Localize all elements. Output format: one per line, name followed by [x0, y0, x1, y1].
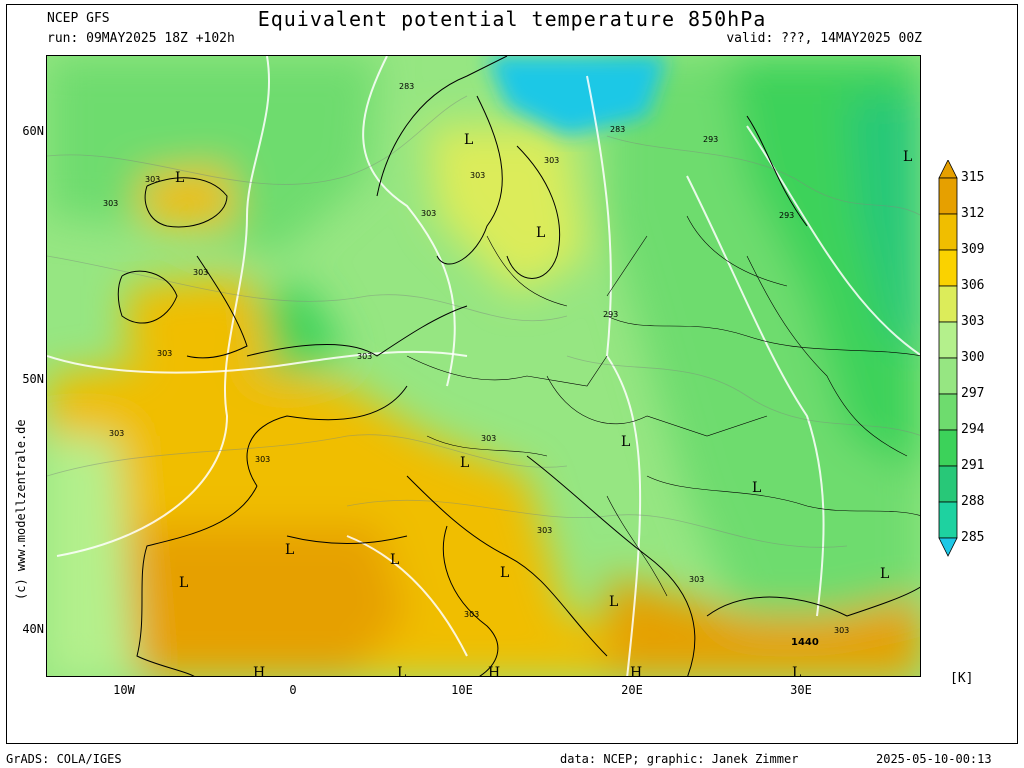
cold-pool: [487, 56, 667, 136]
contour-label: 303: [421, 209, 436, 218]
figure-frame: [6, 4, 1018, 744]
pressure-symbol: L: [536, 225, 545, 241]
contour-label: 303: [481, 434, 496, 443]
map-title: Equivalent potential temperature 850hPa: [257, 7, 767, 31]
pressure-symbol: L: [792, 665, 801, 677]
lat-label-50n: 50N: [22, 372, 44, 386]
colorbar-boxes: [938, 160, 958, 557]
colorbar: [938, 160, 958, 557]
contour-label: 303: [357, 352, 372, 361]
pressure-symbol: L: [903, 149, 912, 165]
geopotential-contours: [47, 56, 920, 676]
model-name: NCEP GFS: [47, 11, 110, 26]
pressure-symbol: H: [488, 665, 500, 677]
valid-time: valid: ???, 14MAY2025 00Z: [726, 31, 922, 46]
colorbar-box: [938, 429, 958, 467]
contour-label: 283: [399, 82, 414, 91]
colorbar-level: 285: [961, 530, 985, 545]
pressure-symbol: L: [175, 170, 184, 186]
lon-label-10w: 10W: [113, 683, 135, 697]
pressure-symbol: H: [253, 665, 265, 677]
colorbar-box: [938, 285, 958, 323]
colorbar-unit: [K]: [950, 671, 974, 686]
contour-label: 1440: [791, 637, 819, 648]
pressure-symbol: L: [397, 665, 406, 677]
contour-label: 303: [544, 156, 559, 165]
colorbar-level: 288: [961, 494, 985, 509]
colorbar-level: 312: [961, 206, 985, 221]
contour-label: 303: [470, 171, 485, 180]
contour-label: 303: [464, 610, 479, 619]
lon-label-20e: 20E: [621, 683, 643, 697]
footer-timestamp: 2025-05-10-00:13: [876, 752, 992, 766]
contour-label: 293: [779, 211, 794, 220]
pressure-symbol: L: [621, 434, 630, 450]
colorbar-level: 306: [961, 278, 985, 293]
colorbar-level: 291: [961, 458, 985, 473]
thetae-isolines: [47, 95, 920, 548]
credit-text: (c) www.modellzentrale.de: [14, 419, 28, 600]
pressure-symbol: L: [390, 552, 399, 568]
lat-label-40n: 40N: [22, 622, 44, 636]
coastlines: [117, 56, 920, 676]
contour-label: 293: [703, 135, 718, 144]
pressure-symbol: L: [464, 132, 473, 148]
colorbar-level: 309: [961, 242, 985, 257]
footer-credit: data: NCEP; graphic: Janek Zimmer: [560, 752, 799, 766]
colorbar-top-arrow: [938, 160, 958, 179]
colorbar-box: [938, 177, 958, 215]
contour-label: 303: [193, 268, 208, 277]
run-info: run: 09MAY2025 18Z +102h: [47, 31, 235, 46]
pressure-symbol: L: [179, 575, 188, 591]
lat-label-60n: 60N: [22, 124, 44, 138]
contour-label: 303: [834, 626, 849, 635]
temperature-field: [47, 56, 920, 676]
pressure-symbol: L: [880, 566, 889, 582]
colorbar-box: [938, 249, 958, 287]
colorbar-box: [938, 357, 958, 395]
pressure-symbol: L: [500, 565, 509, 581]
colorbar-level: 297: [961, 386, 985, 401]
pressure-symbol: L: [752, 480, 761, 496]
footer-software: GrADS: COLA/IGES: [6, 752, 122, 766]
contour-label: 303: [689, 575, 704, 584]
colorbar-bottom-arrow: [938, 537, 958, 557]
map-panel: L L L L L L L L L L L L L L L H H H 283 …: [46, 55, 921, 677]
pressure-symbol: L: [460, 455, 469, 471]
contour-label: 303: [103, 199, 118, 208]
contour-label: 303: [145, 175, 160, 184]
pressure-symbol: L: [609, 594, 618, 610]
colorbar-box: [938, 393, 958, 431]
pressure-symbol: H: [630, 665, 642, 677]
country-borders: [406, 215, 920, 597]
contour-label: 303: [157, 349, 172, 358]
colorbar-level: 300: [961, 350, 985, 365]
colorbar-level: 294: [961, 422, 985, 437]
lon-label-30e: 30E: [790, 683, 812, 697]
contour-label: 303: [537, 526, 552, 535]
colorbar-box: [938, 465, 958, 503]
lon-label-0: 0: [289, 683, 297, 697]
contour-label: 303: [109, 429, 124, 438]
colorbar-box: [938, 321, 958, 359]
colorbar-box: [938, 501, 958, 539]
contour-label: 303: [255, 455, 270, 464]
colorbar-level: 315: [961, 170, 985, 185]
contour-label: 283: [610, 125, 625, 134]
colorbar-level: 303: [961, 314, 985, 329]
colorbar-box: [938, 213, 958, 251]
lon-label-10e: 10E: [451, 683, 473, 697]
map-svg: L L L L L L L L L L L L L L L H H H 283 …: [47, 56, 920, 677]
pressure-symbol: L: [285, 542, 294, 558]
contour-label: 293: [603, 310, 618, 319]
